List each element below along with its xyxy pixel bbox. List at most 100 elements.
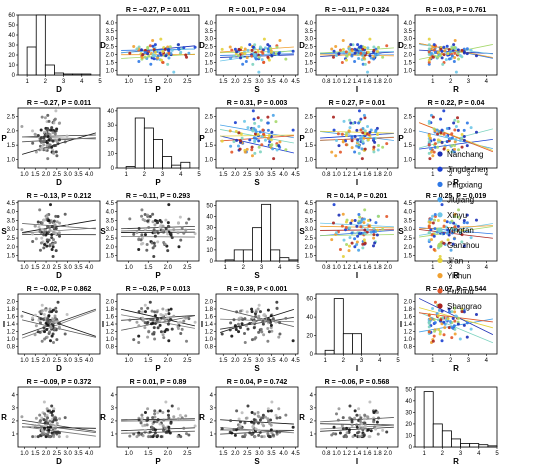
x-tick-label: 2.5 [183, 451, 192, 457]
data-point [232, 428, 235, 431]
data-point [366, 71, 369, 74]
histogram-bar [424, 392, 433, 447]
x-tick-label: 4.5 [291, 172, 300, 178]
data-point [166, 233, 169, 236]
x-tick-label: 4.0 [279, 172, 288, 178]
data-point [153, 412, 156, 415]
legend-swatch [437, 288, 442, 293]
data-point [292, 50, 295, 53]
y-tick-label: 1.0 [106, 337, 115, 343]
data-point [359, 118, 362, 121]
data-point [453, 60, 456, 63]
histogram-bar [144, 128, 153, 168]
y-tick-label: 4.5 [106, 201, 115, 207]
data-point [248, 322, 251, 325]
data-point [261, 129, 264, 132]
data-point [432, 340, 435, 343]
data-point [429, 147, 432, 150]
y-axis-label: S [299, 227, 305, 236]
data-point [161, 314, 164, 317]
y-axis-label: I [3, 320, 5, 329]
data-point [40, 317, 43, 320]
data-point [466, 321, 469, 324]
data-point [439, 54, 442, 57]
data-point [46, 416, 49, 419]
data-point [144, 310, 147, 313]
data-point [58, 327, 61, 330]
y-tick-label: 2.0 [106, 300, 115, 306]
data-point [140, 233, 143, 236]
data-point [246, 310, 249, 313]
legend-label: Xinyu [447, 211, 467, 220]
data-point [167, 416, 170, 419]
x-tick-label: 2.0 [42, 265, 51, 271]
data-point [292, 426, 295, 429]
y-tick-label: 20 [405, 422, 412, 428]
y-tick-label: 1.0 [106, 68, 115, 74]
data-point [185, 432, 188, 435]
y-tick-label: 2.5 [106, 236, 115, 242]
x-tick-label: 2.0 [231, 172, 240, 178]
y-tick-label: 1.4 [205, 322, 214, 328]
data-point [253, 122, 256, 125]
data-point [142, 218, 145, 221]
data-point [248, 43, 251, 46]
data-point [429, 317, 432, 320]
data-point [337, 52, 340, 55]
data-point [432, 56, 435, 59]
data-point [185, 56, 188, 59]
y-tick-label: 0.8 [404, 345, 413, 351]
x-tick-label: 3.5 [74, 172, 83, 178]
data-point [253, 435, 256, 438]
y-tick-label: 3.0 [205, 37, 214, 43]
data-point [341, 133, 344, 136]
correlation-label: R = 0.14, P = 0.201 [327, 193, 388, 200]
data-point [446, 127, 449, 130]
data-point [374, 221, 377, 224]
data-point [261, 52, 264, 55]
data-point [58, 122, 61, 125]
data-point [42, 326, 45, 329]
data-point [275, 431, 278, 434]
data-point [278, 431, 281, 434]
data-point [443, 133, 446, 136]
y-tick-label: 2.0 [106, 52, 115, 58]
data-point [453, 237, 456, 240]
data-point [243, 120, 246, 123]
x-tick-label: 3 [161, 172, 165, 178]
data-point [157, 326, 160, 329]
data-point [359, 225, 362, 228]
data-point [363, 418, 366, 421]
legend-label: Ji'an [447, 256, 463, 265]
data-point [135, 435, 138, 438]
data-point [433, 330, 436, 333]
data-point [437, 138, 440, 141]
y-tick-label: 2.0 [7, 300, 16, 306]
data-point [253, 54, 256, 57]
data-point [434, 213, 437, 216]
data-point [163, 330, 166, 333]
data-point [445, 58, 448, 61]
data-point [34, 333, 37, 336]
data-point [164, 318, 167, 321]
data-point [335, 54, 338, 57]
x-tick-label: 1.2 [343, 172, 352, 178]
x-tick-label: 2.0 [384, 265, 393, 271]
x-tick-label: 1.0 [125, 265, 134, 271]
data-point [229, 321, 232, 324]
legend-label: Nanchang [447, 150, 483, 159]
data-point [248, 138, 251, 141]
data-point [278, 39, 281, 42]
data-point [453, 46, 456, 49]
data-point [166, 316, 169, 319]
data-point [452, 122, 455, 125]
data-point [452, 43, 455, 46]
data-point [257, 331, 260, 334]
data-point [363, 238, 366, 241]
data-point [164, 427, 167, 430]
data-point [362, 137, 365, 140]
data-point [179, 216, 182, 219]
